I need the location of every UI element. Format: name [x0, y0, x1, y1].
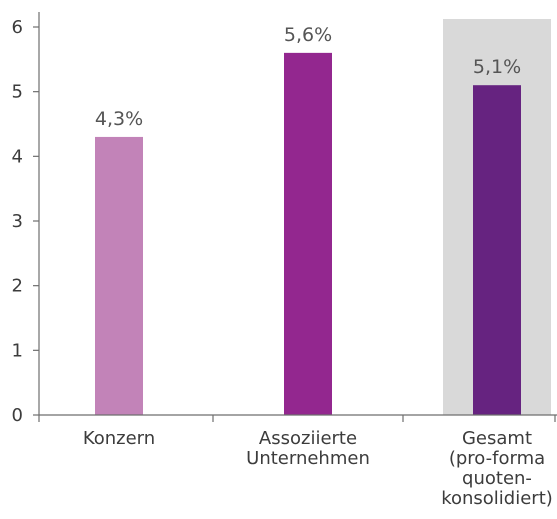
y-tick-label-6: 6 — [12, 17, 23, 38]
bar-0 — [95, 136, 143, 415]
y-tick-label-4: 4 — [12, 146, 23, 167]
category-label-0: Konzern — [83, 428, 155, 449]
axis-layer — [33, 12, 557, 422]
data-label-0: 4,3% — [95, 108, 143, 130]
bar-2 — [473, 85, 521, 415]
data-label-1: 5,6% — [284, 24, 332, 46]
category-label-0-line-0: Konzern — [83, 428, 155, 449]
category-label-1-line-1: Unternehmen — [246, 448, 370, 469]
y-tick-label-2: 2 — [12, 276, 23, 297]
category-label-2: Gesamt (pro-forma quoten-konsolidiert) — [441, 428, 553, 509]
labels-layer: 4,3% 5,6% 5,1% 0 1 2 3 4 5 6 Konzern Assoziierte Unt… — [12, 17, 553, 509]
bars-layer — [95, 52, 521, 415]
category-label-1-line-0: Assoziierte — [259, 428, 357, 449]
data-label-2: 5,1% — [473, 56, 521, 78]
category-label-2-line-3: konsolidiert) — [441, 488, 553, 509]
category-label-2-line-2: quoten- — [462, 468, 532, 489]
category-label-1: Assoziierte Unternehmen — [246, 428, 370, 469]
category-label-2-line-0: Gesamt — [462, 428, 532, 449]
category-label-2-line-1: (pro-forma — [449, 448, 545, 469]
y-tick-label-1: 1 — [12, 340, 23, 361]
bar-1 — [284, 52, 332, 415]
y-tick-label-3: 3 — [12, 211, 23, 232]
y-tick-label-0: 0 — [12, 405, 23, 426]
y-tick-label-5: 5 — [12, 82, 23, 103]
